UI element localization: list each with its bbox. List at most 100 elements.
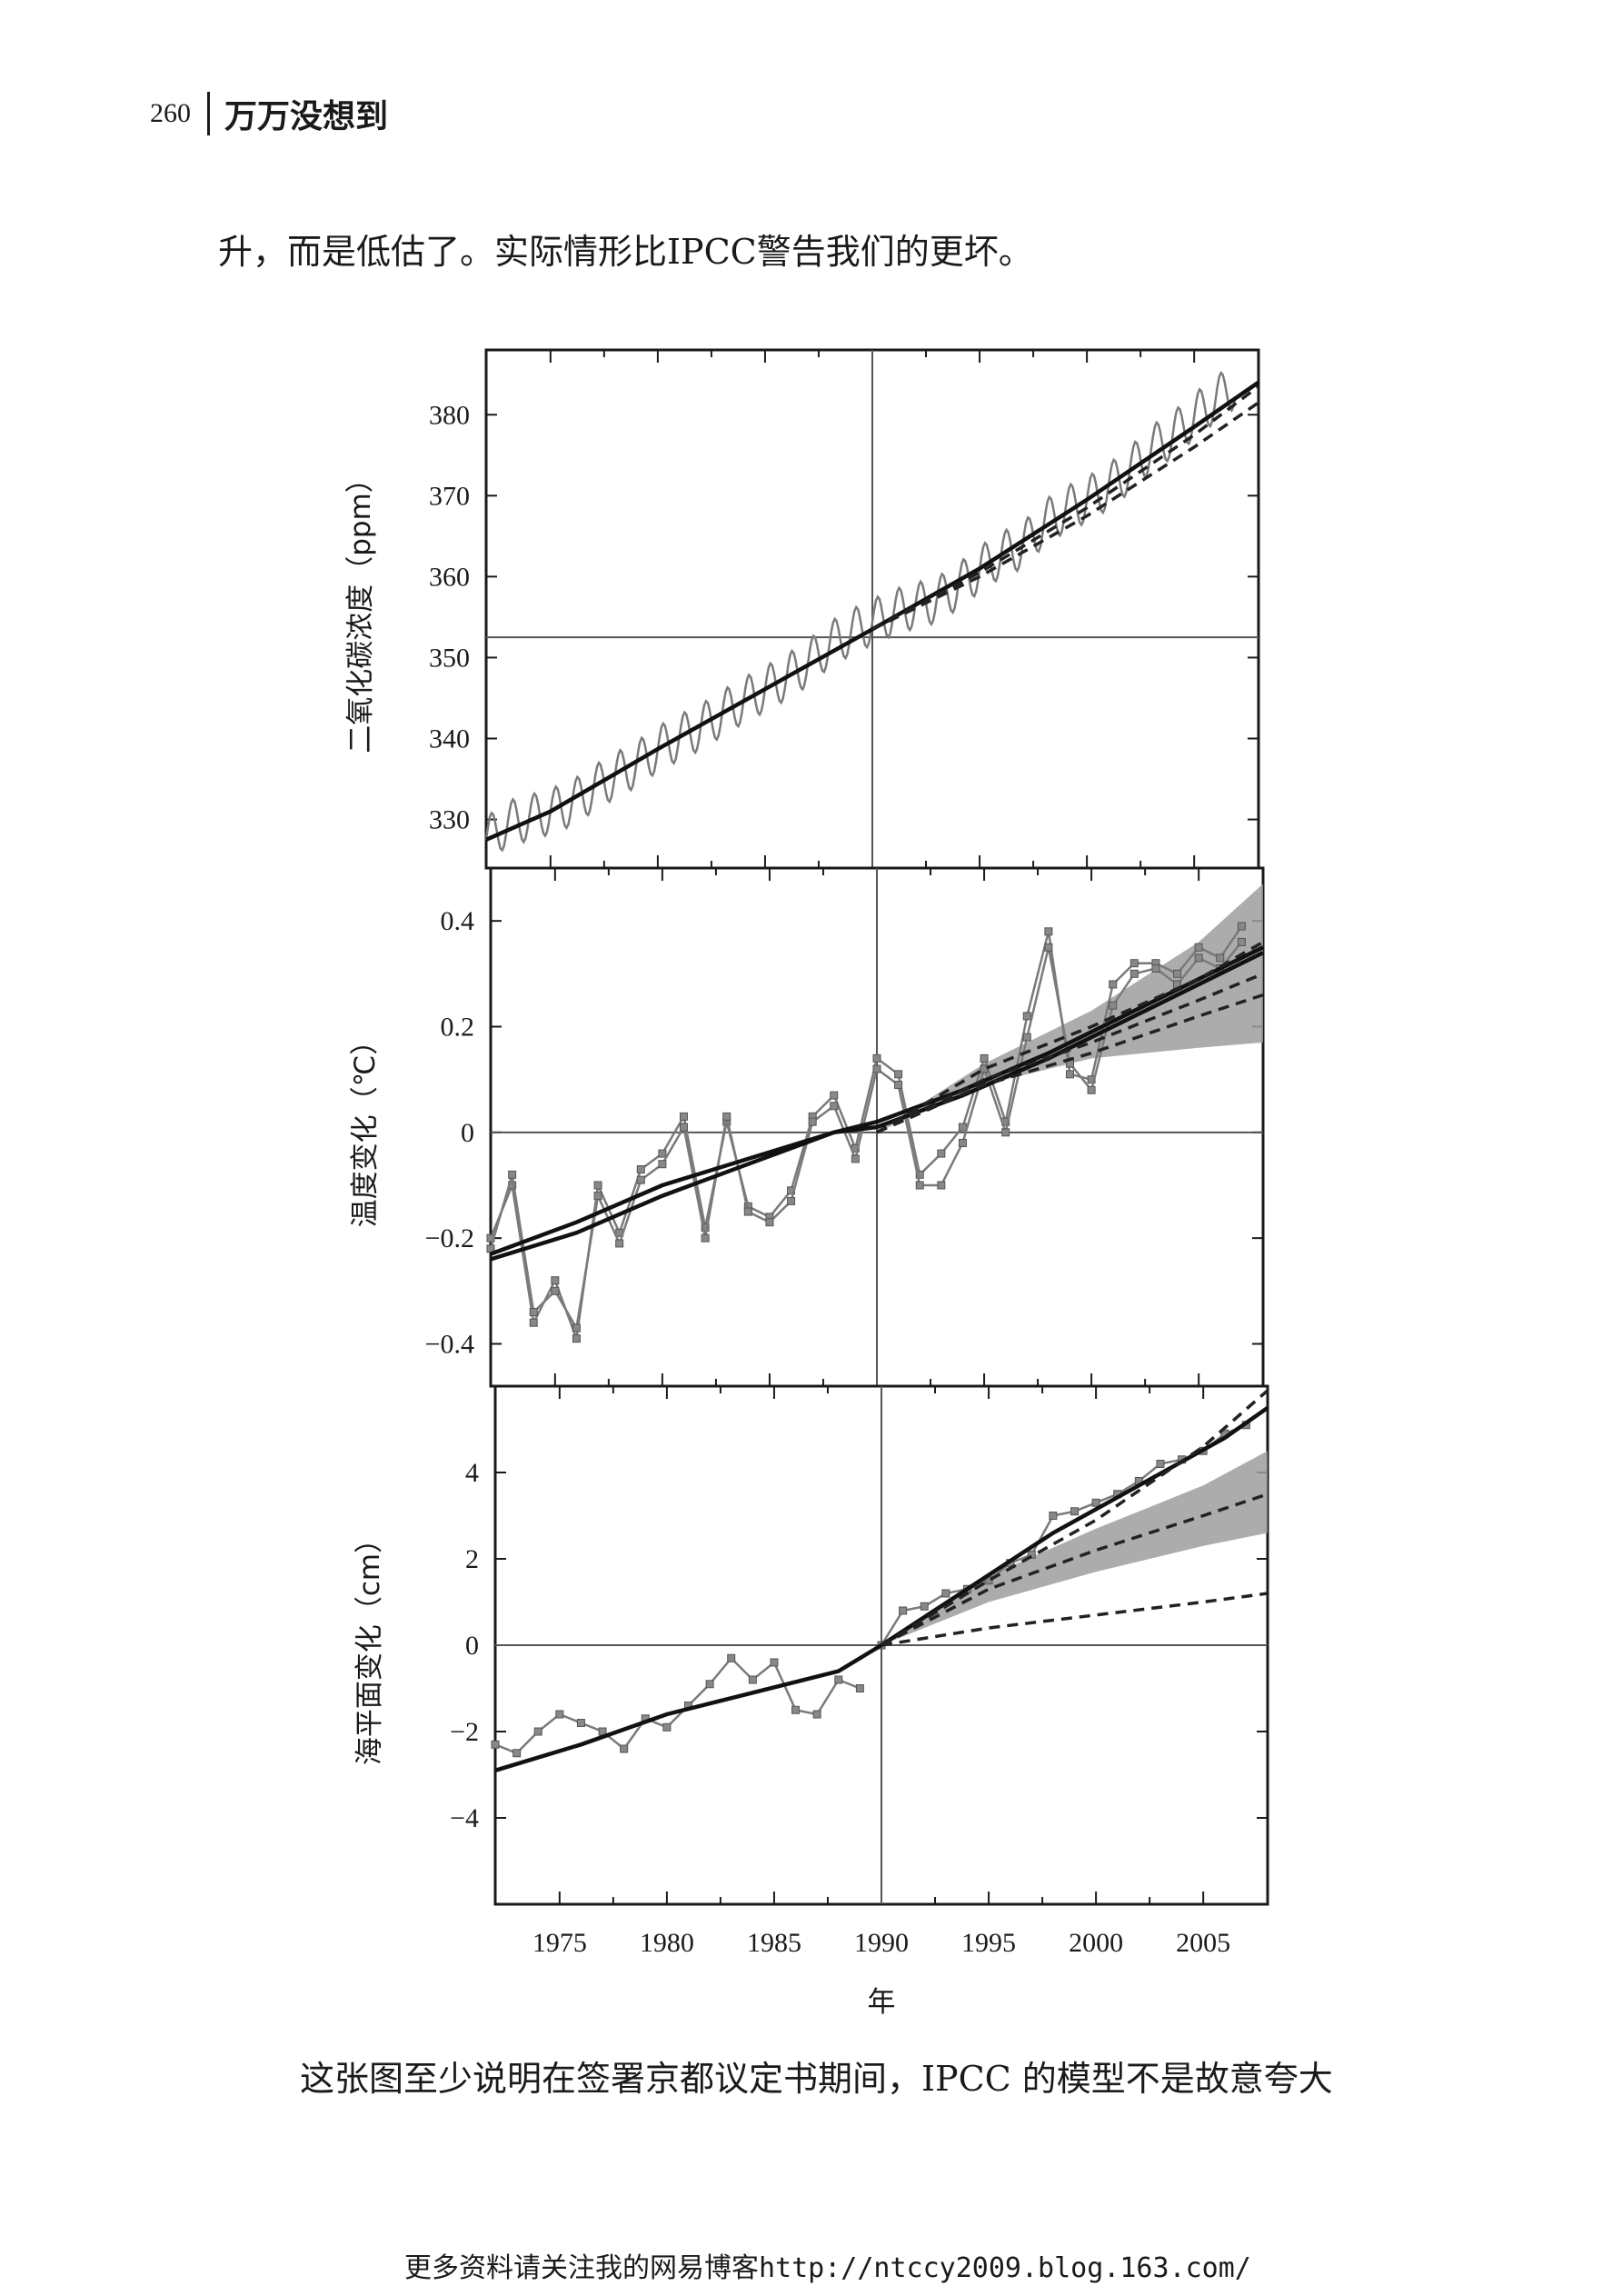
observed-point xyxy=(680,1112,688,1121)
observed-point xyxy=(508,1170,517,1179)
paragraph-top: 升，而是低估了。实际情形比IPCC警告我们的更坏。 xyxy=(218,232,1033,272)
observed-point xyxy=(872,1053,881,1063)
y-tick-label: −0.2 xyxy=(425,1223,474,1253)
projection-line xyxy=(876,972,1264,1134)
observed-point xyxy=(980,1053,989,1063)
observed-point xyxy=(1044,927,1053,936)
observed-point xyxy=(748,1675,757,1684)
page-header: 260 万万没想到 xyxy=(150,86,388,141)
observed-point xyxy=(1022,1033,1031,1042)
observed-point xyxy=(1194,953,1203,963)
y-tick-label: 360 xyxy=(429,562,470,592)
paragraph-bottom: 这张图至少说明在签署京都议定书期间，IPCC 的模型不是故意夸大 xyxy=(300,2059,1333,2099)
observed-point xyxy=(662,1722,672,1732)
x-tick-label: 1995 xyxy=(961,1928,1016,1958)
projection-line xyxy=(876,993,1264,1134)
observed-point xyxy=(555,1710,564,1719)
observed-point xyxy=(1001,1128,1010,1137)
y-axis-label: 海平面变化（cm） xyxy=(353,1525,386,1765)
chart-panel-1: 330 340 350 360 370 380 二氧化碳浓度（ppm） xyxy=(344,348,1260,870)
chart-panel-2: −0.4 −0.2 0 0.2 0.4 温度变化（℃） xyxy=(349,866,1265,1388)
uncertainty-band xyxy=(877,883,1263,1133)
observed-point xyxy=(1129,969,1139,978)
observed-point xyxy=(937,1181,946,1190)
observed-point xyxy=(834,1675,843,1684)
observed-point xyxy=(830,1091,839,1100)
y-tick-label: 0 xyxy=(461,1118,474,1148)
observed-point xyxy=(765,1218,774,1227)
y-tick-label: 2 xyxy=(465,1544,479,1574)
observed-point xyxy=(958,1123,967,1132)
observed-point xyxy=(743,1207,752,1216)
observed-point xyxy=(701,1223,710,1233)
observed-point xyxy=(593,1192,602,1201)
x-tick-label: 1985 xyxy=(747,1928,801,1958)
observed-point xyxy=(680,1123,688,1132)
observed-point xyxy=(615,1239,624,1248)
observed-point xyxy=(491,1740,500,1749)
trend-line xyxy=(490,951,1264,1262)
observed-point xyxy=(512,1749,522,1758)
observed-point xyxy=(787,1196,796,1205)
observed-point xyxy=(727,1653,736,1662)
trend-line xyxy=(490,945,1264,1256)
x-tick-label: 1980 xyxy=(640,1928,694,1958)
observed-point xyxy=(872,1064,881,1073)
observed-point xyxy=(572,1323,581,1333)
observed-point xyxy=(722,1112,731,1121)
observed-point xyxy=(1151,964,1160,973)
x-tick-label: 1975 xyxy=(532,1928,587,1958)
observed-point xyxy=(636,1165,645,1174)
y-tick-label: 330 xyxy=(429,805,470,835)
observed-point xyxy=(1237,937,1246,946)
observed-point xyxy=(855,1684,864,1692)
observed-point xyxy=(1237,922,1246,931)
observed-point xyxy=(920,1602,929,1611)
observed-point xyxy=(812,1710,821,1719)
observed-point xyxy=(1109,980,1118,989)
y-axis-label: 温度变化（℃） xyxy=(349,1027,382,1228)
observed-point xyxy=(636,1175,645,1184)
observed-point xyxy=(937,1149,946,1158)
observed-point xyxy=(899,1606,908,1615)
observed-line xyxy=(494,1656,861,1755)
x-tick-label: 2005 xyxy=(1176,1928,1230,1958)
projection-line xyxy=(871,401,1259,631)
projection-line xyxy=(871,384,1260,631)
y-axis-label: 二氧化碳浓度（ppm） xyxy=(344,464,377,754)
x-tick-label: 2000 xyxy=(1069,1928,1123,1958)
book-title: 万万没想到 xyxy=(224,98,389,135)
footer-note: 更多资料请关注我的网易博客http://ntccy2009.blog.163.c… xyxy=(404,2252,1251,2284)
x-axis-label: 年 xyxy=(868,1986,896,2019)
y-tick-label: 0 xyxy=(465,1631,479,1661)
observed-point xyxy=(894,1080,903,1089)
observed-point xyxy=(830,1102,839,1111)
page-number: 260 xyxy=(150,98,191,128)
y-tick-label: 0.2 xyxy=(441,1012,475,1042)
observed-point xyxy=(1027,1550,1036,1559)
observed-point xyxy=(791,1705,801,1714)
observed-point xyxy=(894,1070,903,1079)
observed-point xyxy=(1044,943,1053,952)
projection-line xyxy=(881,1592,1269,1647)
x-tick-label: 1990 xyxy=(854,1928,909,1958)
observed-point xyxy=(576,1719,585,1727)
observed-point xyxy=(770,1658,779,1667)
observed-point xyxy=(1091,1498,1100,1507)
observed-point xyxy=(1173,969,1182,978)
observed-line xyxy=(484,371,1237,853)
y-tick-label: −2 xyxy=(450,1717,479,1747)
observed-line xyxy=(489,941,1243,1332)
y-tick-label: 0.4 xyxy=(441,906,475,936)
projection-line xyxy=(881,1492,1269,1647)
observed-point xyxy=(1109,1001,1118,1010)
observed-point xyxy=(1129,959,1139,968)
observed-point xyxy=(1070,1507,1079,1516)
observed-point xyxy=(1156,1460,1165,1468)
observed-point xyxy=(551,1286,560,1295)
chart-panel-3: −4 −2 0 2 4 海平面变化（cm） 1975 1980 1985 1990 1995 2000… xyxy=(353,1384,1269,2019)
observed-point xyxy=(941,1589,950,1598)
observed-point xyxy=(658,1149,667,1158)
observed-point xyxy=(533,1727,542,1736)
